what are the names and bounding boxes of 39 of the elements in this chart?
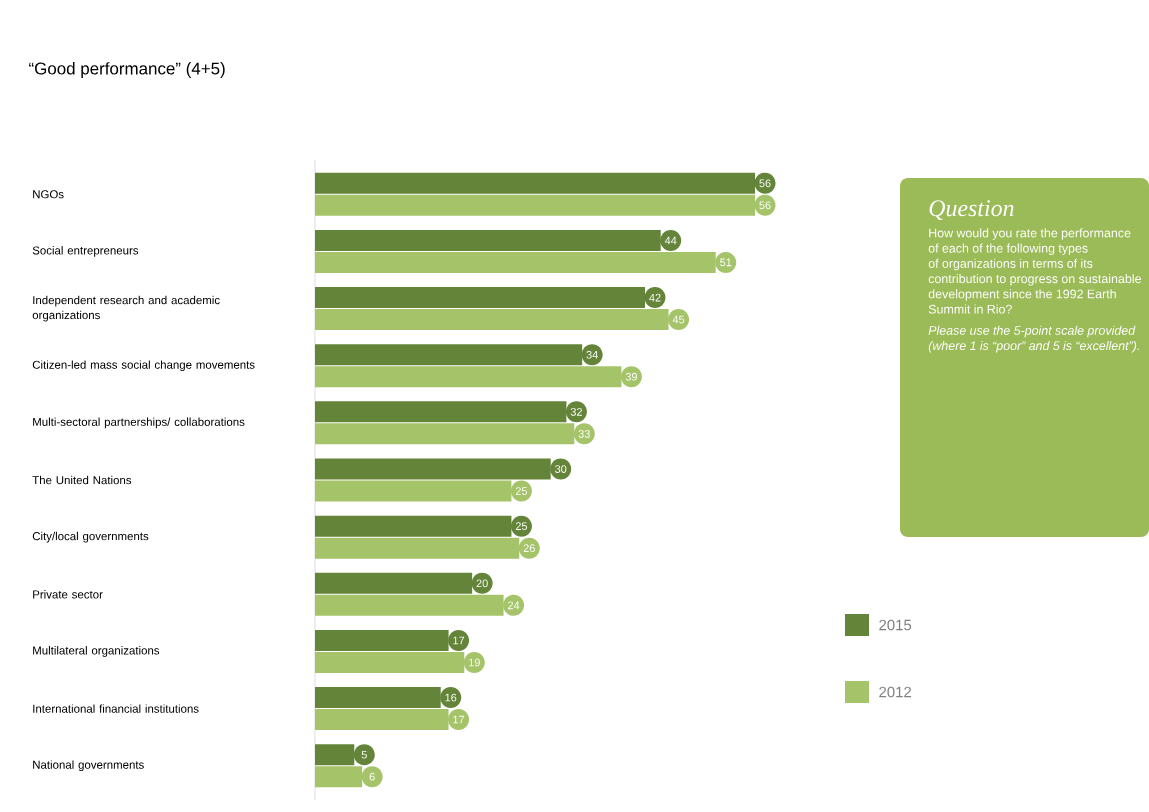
legend-label: 2015 xyxy=(879,619,912,631)
data-label: 25 xyxy=(515,487,528,495)
data-label: 24 xyxy=(508,601,520,610)
y-tick-label: Independent research and academic organizations xyxy=(32,295,220,322)
y-tick-label: National governments xyxy=(33,760,144,772)
text: “Good performance” (4+5) xyxy=(29,62,225,78)
data-label: 32 xyxy=(570,408,582,416)
legend-label: 2012 xyxy=(879,686,912,698)
data-label: 17 xyxy=(453,715,465,724)
data-label: 45 xyxy=(672,315,685,324)
data-label: 5 xyxy=(361,750,367,759)
data-label: 44 xyxy=(664,236,677,245)
text: How would you rate the performance of each of the following types of organizations in terms of its contribution to progress on sustainable development since the 1992 Earth Summit in Rio? xyxy=(928,228,1141,314)
text: Please use the 5-point scale provided (where 1 is “poor” and 5 is “excellent”). xyxy=(928,325,1139,353)
data-label: 25 xyxy=(515,522,528,531)
y-tick-label: NGOs xyxy=(33,190,64,199)
data-label: 56 xyxy=(759,179,771,188)
y-tick-label: Private sector xyxy=(33,590,103,599)
y-tick-label: Multi-sectoral partnerships/ collaborations xyxy=(33,417,245,429)
data-label: 42 xyxy=(649,293,661,302)
data-label: 33 xyxy=(578,430,590,438)
y-tick-label: The United Nations xyxy=(32,475,132,485)
text: Question xyxy=(929,200,1014,220)
data-label: 39 xyxy=(625,372,638,381)
data-label: 6 xyxy=(369,772,375,781)
y-tick-label: Multilateral organizations xyxy=(33,646,160,657)
data-label: 26 xyxy=(523,544,535,553)
data-label: 34 xyxy=(586,350,598,359)
data-label: 20 xyxy=(476,579,488,588)
data-label: 16 xyxy=(445,693,457,702)
data-label: 56 xyxy=(759,201,771,210)
data-label: 51 xyxy=(720,258,732,267)
data-label: 17 xyxy=(453,636,465,645)
data-label: 19 xyxy=(469,658,480,667)
y-tick-label: International financial institutions xyxy=(33,704,199,713)
y-tick-label: City/local governments xyxy=(32,531,149,543)
y-tick-label: Citizen-led mass social change movements xyxy=(32,360,255,372)
data-label: 30 xyxy=(555,465,567,473)
y-tick-label: Social entrepreneurs xyxy=(32,246,139,257)
